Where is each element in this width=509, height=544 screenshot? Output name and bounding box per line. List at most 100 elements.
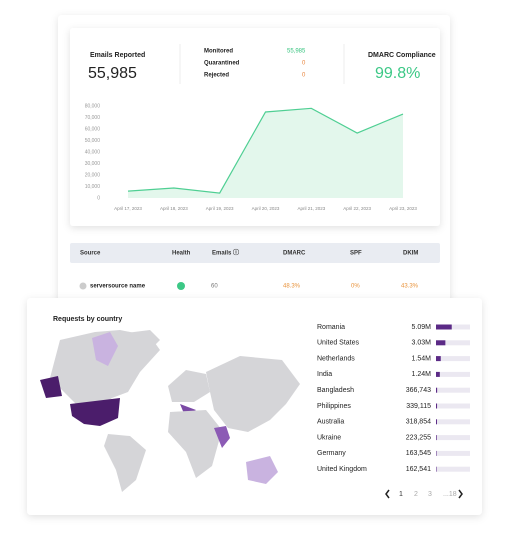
bar: [436, 371, 440, 377]
area: [128, 108, 403, 198]
country-name: United Kingdom: [317, 466, 367, 473]
stat-label: DMARC Compliance: [368, 52, 436, 59]
table-row: serversource name 60 48.3% 0% 43.3%: [90, 284, 419, 290]
country-name: Ukraine: [317, 434, 341, 441]
country-value: 223,255: [406, 434, 431, 441]
country-name: Australia: [317, 419, 344, 426]
india: [214, 426, 230, 448]
stat-value: 0: [302, 61, 306, 67]
y-tick-label: 70,000: [85, 115, 101, 121]
cell: 0%: [351, 284, 360, 290]
bar: [436, 450, 437, 456]
country-name: Netherlands: [317, 355, 355, 362]
cell: 48.3%: [283, 284, 301, 290]
bar-track: [436, 371, 470, 377]
page-number[interactable]: 1: [399, 491, 403, 498]
country-value: 339,115: [406, 403, 431, 410]
bar: [436, 435, 437, 441]
source-icon: [79, 282, 87, 290]
table-header: [70, 243, 440, 263]
canada: [92, 332, 118, 366]
x-tick-label: April 17, 2023: [114, 206, 142, 211]
country-name: Romania: [317, 324, 345, 331]
column-header: Source: [80, 251, 101, 257]
x-tick-label: April 23, 2023: [389, 206, 417, 211]
y-tick-label: 20,000: [85, 172, 101, 178]
bar-track: [436, 340, 470, 346]
pagination: 1 2 3 ...18: [399, 491, 457, 498]
country-name: Bangladesh: [317, 387, 354, 394]
usa: [70, 398, 120, 426]
stat-value: 55,985: [287, 49, 306, 55]
country-value: 1.54M: [412, 355, 432, 362]
bar-track: [436, 435, 470, 441]
y-tick-label: 0: [97, 195, 100, 201]
south-america: [104, 434, 146, 492]
line: [127, 107, 404, 194]
bar: [436, 403, 438, 409]
column-header: DMARC: [283, 251, 306, 257]
cell: 43.3%: [401, 284, 419, 290]
stat-value: 99.8%: [375, 65, 420, 82]
country-name: Germany: [317, 450, 346, 457]
stat-label: Monitored: [204, 49, 233, 55]
alaska: [40, 376, 62, 398]
bar: [436, 466, 437, 472]
next-page[interactable]: [458, 489, 463, 499]
bar: [436, 419, 437, 425]
y-tick-label: 50,000: [85, 138, 101, 144]
cell: serversource name: [90, 284, 146, 290]
x-tick-label: April 22, 2023: [343, 206, 371, 211]
country-name: Philippines: [317, 403, 351, 410]
country-list: Romania 5.09M United States 3.03M Netherland…: [317, 324, 470, 473]
column-header: DKIM: [403, 251, 418, 257]
stat-label: Rejected: [204, 73, 229, 79]
page-number[interactable]: ...18: [443, 491, 457, 498]
x-tick-label: April 19, 2023: [206, 206, 234, 211]
bar-track: [436, 450, 470, 456]
table-head: Source Health Emails ⓘ DMARC SPF DKIM: [80, 249, 418, 257]
stat-label: Quarantined: [204, 61, 240, 67]
bar-track: [436, 324, 470, 330]
bar-track: [436, 419, 470, 425]
bar-track: [436, 387, 470, 393]
australia: [246, 456, 278, 484]
country-value: 163,545: [406, 450, 431, 457]
cell: 60: [211, 284, 218, 290]
bar: [436, 324, 452, 330]
bar: [436, 340, 446, 346]
panel-title: Requests by country: [53, 316, 122, 323]
y-tick-label: 40,000: [85, 149, 101, 155]
bar-track: [436, 466, 470, 472]
bar: [436, 356, 441, 362]
column-header: Health: [172, 251, 191, 257]
y-tick-label: 60,000: [85, 126, 101, 132]
asia: [206, 356, 300, 432]
bar-track: [436, 403, 470, 409]
africa: [168, 410, 222, 478]
europe: [168, 370, 210, 402]
stat-label: Emails Reported: [90, 52, 145, 59]
country-name: India: [317, 371, 332, 378]
x-tick-label: April 21, 2023: [297, 206, 325, 211]
page-number[interactable]: 3: [428, 491, 432, 498]
world-map: [40, 330, 300, 492]
line-chart: 0 10,000 20,000 30,000 40,000 50,000 60,000 70,…: [85, 103, 418, 211]
page-number[interactable]: 2: [414, 491, 418, 498]
health-icon: [177, 282, 185, 290]
bar-track: [436, 356, 470, 362]
stat-value: 55,985: [88, 65, 137, 82]
country-value: 3.03M: [412, 340, 432, 347]
greenland: [118, 330, 160, 356]
prev-page[interactable]: [385, 489, 390, 499]
y-tick-label: 10,000: [85, 184, 101, 190]
country-name: United States: [317, 340, 360, 347]
x-tick-label: April 20, 2023: [252, 206, 280, 211]
stat-value: 0: [302, 73, 306, 79]
y-tick-label: 80,000: [85, 103, 101, 109]
column-header: Emails ⓘ: [212, 249, 239, 257]
country-value: 5.09M: [412, 324, 432, 331]
bar: [436, 387, 438, 393]
